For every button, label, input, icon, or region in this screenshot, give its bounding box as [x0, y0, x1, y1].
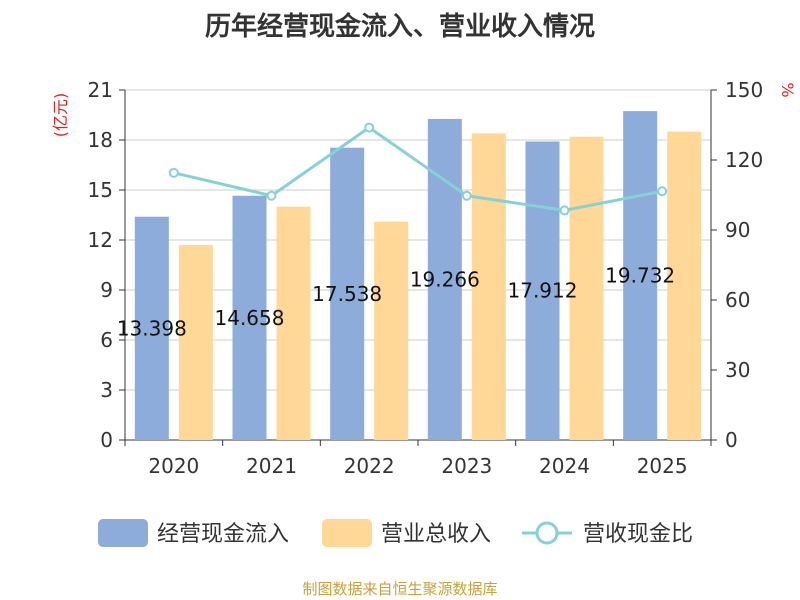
legend-marker-ratio [535, 521, 559, 545]
bar-revenue [276, 206, 311, 440]
data-label-cash-inflow: 17.538 [312, 282, 382, 306]
bar-cash-inflow [330, 147, 365, 440]
bar-revenue [178, 245, 213, 440]
bar-cash-inflow [134, 216, 169, 440]
line-point-revenue-cash-ratio [461, 190, 472, 201]
legend-swatch-cash-inflow [98, 519, 148, 547]
y-left-tick-label: 18 [88, 128, 113, 152]
data-label-cash-inflow: 19.732 [605, 264, 675, 288]
bar-revenue [471, 133, 506, 441]
line-revenue-cash-ratio [173, 125, 663, 212]
x-tick-label: 2022 [344, 454, 395, 478]
line-point-revenue-cash-ratio [168, 167, 179, 178]
y-left-axis-label: (亿元) [51, 93, 70, 138]
line-point-revenue-cash-ratio [364, 122, 375, 133]
bar-revenue [374, 221, 409, 440]
bar-revenue [569, 136, 604, 440]
legend-swatch-revenue [322, 519, 372, 547]
y-left-tick-label: 12 [88, 228, 113, 252]
legend-label-cash-inflow: 经营现金流入 [157, 522, 289, 547]
y-right-axis-label: % [778, 82, 797, 97]
legend-label-ratio: 营收现金比 [583, 522, 693, 547]
data-label-cash-inflow: 13.398 [117, 316, 187, 340]
y-left-tick-label: 0 [100, 428, 113, 452]
line-point-revenue-cash-ratio [266, 190, 277, 201]
source-note: 制图数据来自恒生聚源数据库 [302, 580, 498, 598]
x-tick-label: 2025 [637, 454, 688, 478]
line-point-revenue-cash-ratio [559, 205, 570, 216]
x-tick-label: 2023 [441, 454, 492, 478]
legend-label-revenue: 营业总收入 [381, 522, 491, 547]
y-right-tick-label: 60 [725, 288, 750, 312]
x-tick-label: 2020 [148, 454, 199, 478]
chart-title: 历年经营现金流入、营业收入情况 [204, 12, 595, 42]
y-right-tick-label: 30 [725, 358, 750, 382]
line-point-revenue-cash-ratio [657, 186, 668, 197]
y-right-tick-label: 90 [725, 218, 750, 242]
y-right-tick-label: 120 [725, 148, 763, 172]
data-label-cash-inflow: 19.266 [410, 267, 480, 291]
x-tick-label: 2021 [246, 454, 297, 478]
y-left-tick-label: 21 [88, 78, 113, 102]
y-left-tick-label: 9 [100, 278, 113, 302]
bar-cash-inflow [525, 141, 560, 440]
bar-cash-inflow [232, 195, 267, 440]
x-tick-label: 2024 [539, 454, 590, 478]
y-right-tick-label: 150 [725, 78, 763, 102]
y-right-tick-label: 0 [725, 428, 738, 452]
data-label-cash-inflow: 14.658 [215, 306, 285, 330]
y-left-tick-label: 3 [100, 378, 113, 402]
y-left-tick-label: 15 [88, 178, 113, 202]
bar-revenue [667, 131, 702, 440]
y-left-tick-label: 6 [100, 328, 113, 352]
data-label-cash-inflow: 17.912 [508, 279, 578, 303]
bar-cash-inflow [623, 111, 658, 440]
